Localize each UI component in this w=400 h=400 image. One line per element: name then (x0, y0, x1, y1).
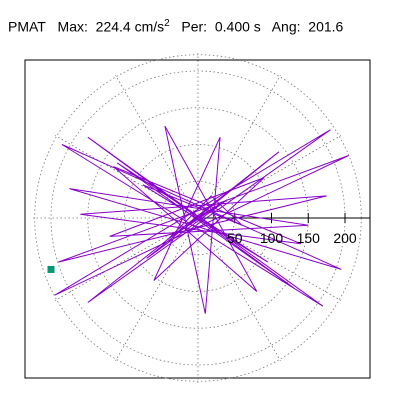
grid-spoke-240 (115, 217, 199, 362)
grid-spoke-120 (115, 74, 199, 219)
grid-spoke-330 (197, 217, 342, 301)
angle-value: 201.6 (308, 18, 344, 35)
grid-spoke-300 (197, 217, 281, 362)
chart-title: PMAT Max: 224.4 cm/s2 Per: 0.400 s Ang: … (8, 18, 343, 35)
period-value: 0.400 s (214, 18, 261, 35)
max-unit-exponent: 2 (164, 18, 170, 29)
radial-tick-label-150: 150 (297, 230, 321, 246)
radial-tick-label-100: 100 (260, 230, 284, 246)
period-label: Per: (181, 18, 208, 35)
grid-spoke-150 (54, 135, 199, 219)
max-value: 224.4 (95, 18, 131, 35)
max-unit: cm/s (134, 18, 165, 35)
radial-tick-label-200: 200 (333, 230, 357, 246)
radial-tick-labels: 50 100 150 200 (227, 230, 357, 246)
grid-spoke-30 (197, 135, 342, 219)
station-code: PMAT (8, 18, 46, 35)
orbit-line-0 (54, 125, 349, 314)
angle-label: Ang: (271, 18, 301, 35)
grid-spoke-60 (197, 74, 281, 219)
max-label: Max: (57, 18, 88, 35)
plot-frame (24, 59, 371, 379)
radial-tick-label-50: 50 (227, 230, 243, 246)
end-marker (47, 265, 55, 273)
orbit-series (54, 125, 349, 314)
grid-spoke-210 (54, 217, 199, 301)
end-marker-group (47, 265, 55, 273)
